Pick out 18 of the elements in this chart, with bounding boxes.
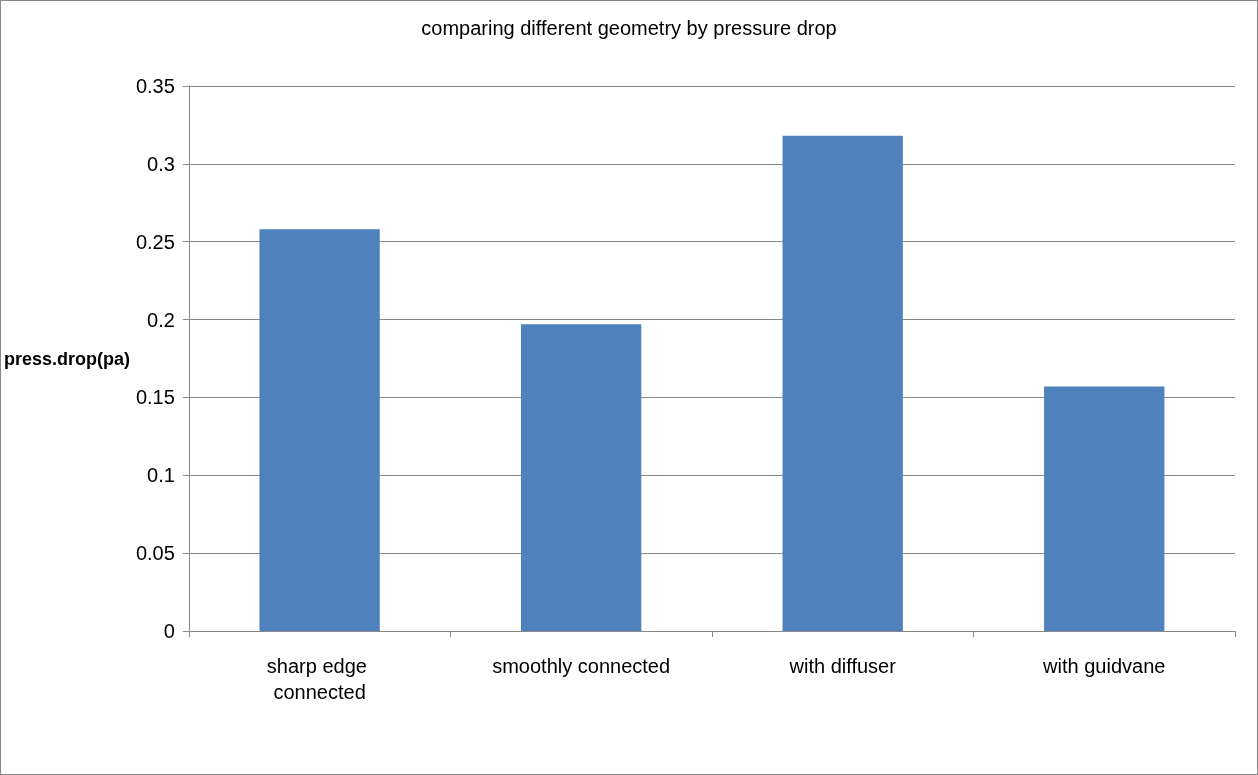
x-tick-label: sharp edge connected xyxy=(266,655,373,703)
y-tick-label: 0.3 xyxy=(147,152,175,175)
bar xyxy=(782,135,903,631)
y-tick-label: 0.25 xyxy=(135,230,175,253)
y-tick-label: 0.05 xyxy=(135,542,175,565)
y-tick-label: 0.35 xyxy=(135,75,175,97)
y-tick-label: 0 xyxy=(163,620,175,642)
y-tick-label: 0.15 xyxy=(135,386,175,409)
chart-title: comparing different geometry by pressure drop xyxy=(421,17,837,39)
y-tick-label: 0.1 xyxy=(147,464,175,487)
x-tick-label: with guidvane xyxy=(1042,655,1166,677)
x-tick-label: smoothly connected xyxy=(492,655,671,677)
bar xyxy=(1044,386,1165,631)
bar xyxy=(259,229,380,631)
x-tick-label: with diffuser xyxy=(788,655,897,677)
bar xyxy=(521,324,642,631)
y-tick-label: 0.2 xyxy=(147,308,175,331)
y-axis-title: press.drop(pa) xyxy=(4,348,131,369)
